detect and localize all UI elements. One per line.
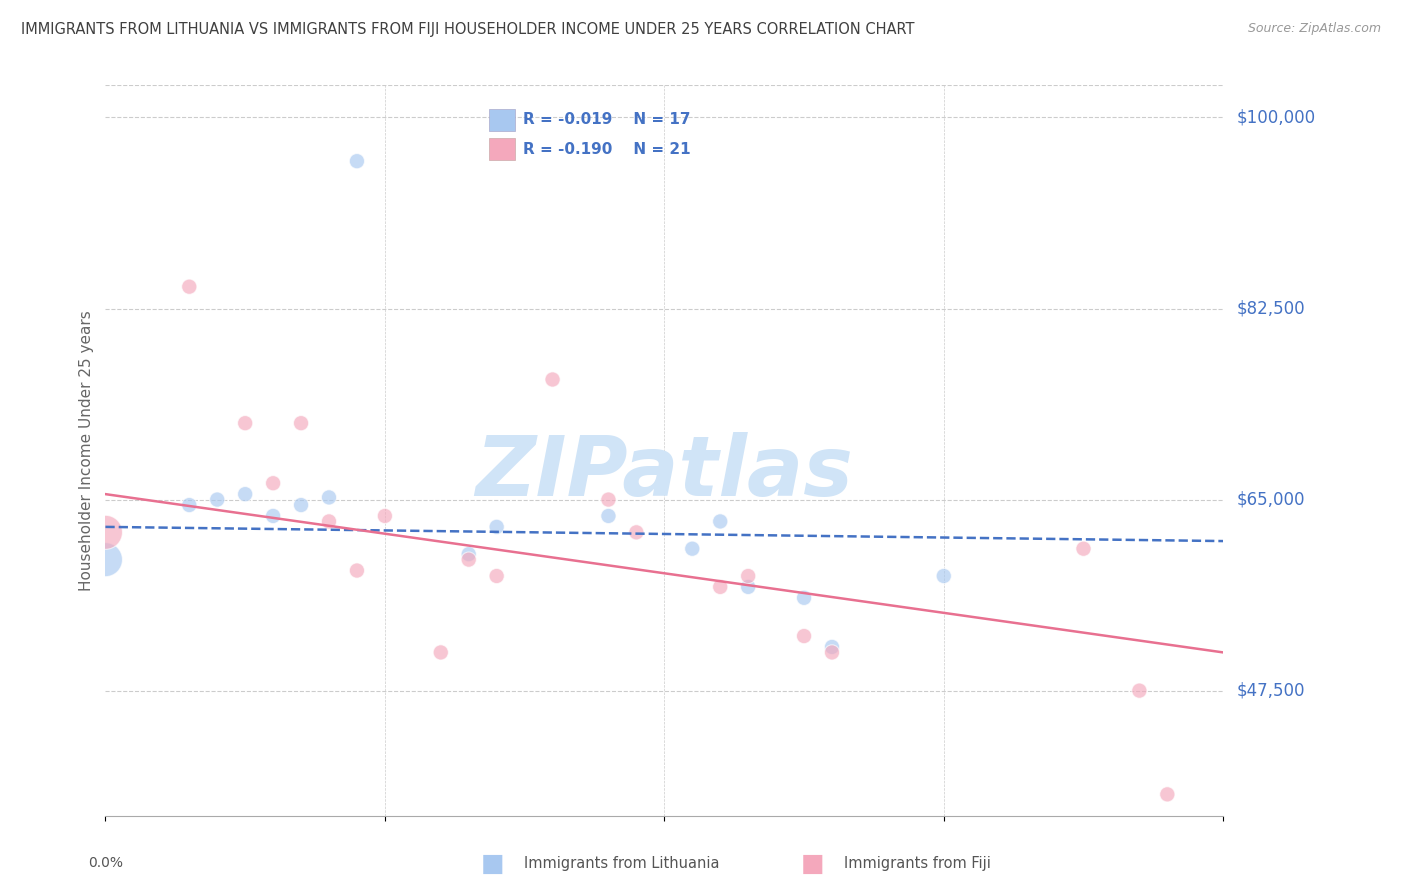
Point <box>179 279 201 293</box>
Point <box>374 508 396 523</box>
Point <box>346 564 368 578</box>
Point <box>821 645 844 659</box>
Point <box>262 476 284 491</box>
Point <box>233 416 256 430</box>
Point <box>262 508 284 523</box>
Point <box>94 525 117 540</box>
Point <box>598 508 620 523</box>
Text: Source: ZipAtlas.com: Source: ZipAtlas.com <box>1247 22 1381 36</box>
Text: $47,500: $47,500 <box>1237 681 1306 699</box>
Point <box>290 416 312 430</box>
Point <box>709 515 731 529</box>
Point <box>541 372 564 386</box>
Point <box>1128 683 1150 698</box>
Point <box>233 487 256 501</box>
Point <box>290 498 312 512</box>
Point <box>430 645 453 659</box>
Text: Immigrants from Lithuania: Immigrants from Lithuania <box>524 856 720 871</box>
Point <box>793 629 815 643</box>
Text: $100,000: $100,000 <box>1237 109 1316 127</box>
Point <box>346 154 368 169</box>
Point <box>318 491 340 505</box>
Point <box>318 515 340 529</box>
Y-axis label: Householder Income Under 25 years: Householder Income Under 25 years <box>79 310 94 591</box>
Point <box>485 569 508 583</box>
Point <box>1156 788 1178 802</box>
Text: ■: ■ <box>481 852 503 875</box>
Text: IMMIGRANTS FROM LITHUANIA VS IMMIGRANTS FROM FIJI HOUSEHOLDER INCOME UNDER 25 YE: IMMIGRANTS FROM LITHUANIA VS IMMIGRANTS … <box>21 22 914 37</box>
Point <box>179 498 201 512</box>
Text: $65,000: $65,000 <box>1237 491 1306 508</box>
Point <box>1073 541 1095 556</box>
Point <box>737 580 759 594</box>
Text: $82,500: $82,500 <box>1237 300 1306 318</box>
Text: ZIPatlas: ZIPatlas <box>475 432 853 513</box>
Point <box>681 541 703 556</box>
Point <box>793 591 815 605</box>
Point <box>485 520 508 534</box>
Text: 0.0%: 0.0% <box>89 856 122 871</box>
Text: ■: ■ <box>801 852 824 875</box>
Text: Immigrants from Fiji: Immigrants from Fiji <box>844 856 990 871</box>
Point <box>821 640 844 654</box>
Point <box>626 525 648 540</box>
Point <box>457 552 479 566</box>
Point <box>94 552 117 566</box>
Point <box>457 547 479 561</box>
Point <box>737 569 759 583</box>
Point <box>598 492 620 507</box>
Point <box>932 569 955 583</box>
Point <box>205 492 228 507</box>
Point <box>709 580 731 594</box>
